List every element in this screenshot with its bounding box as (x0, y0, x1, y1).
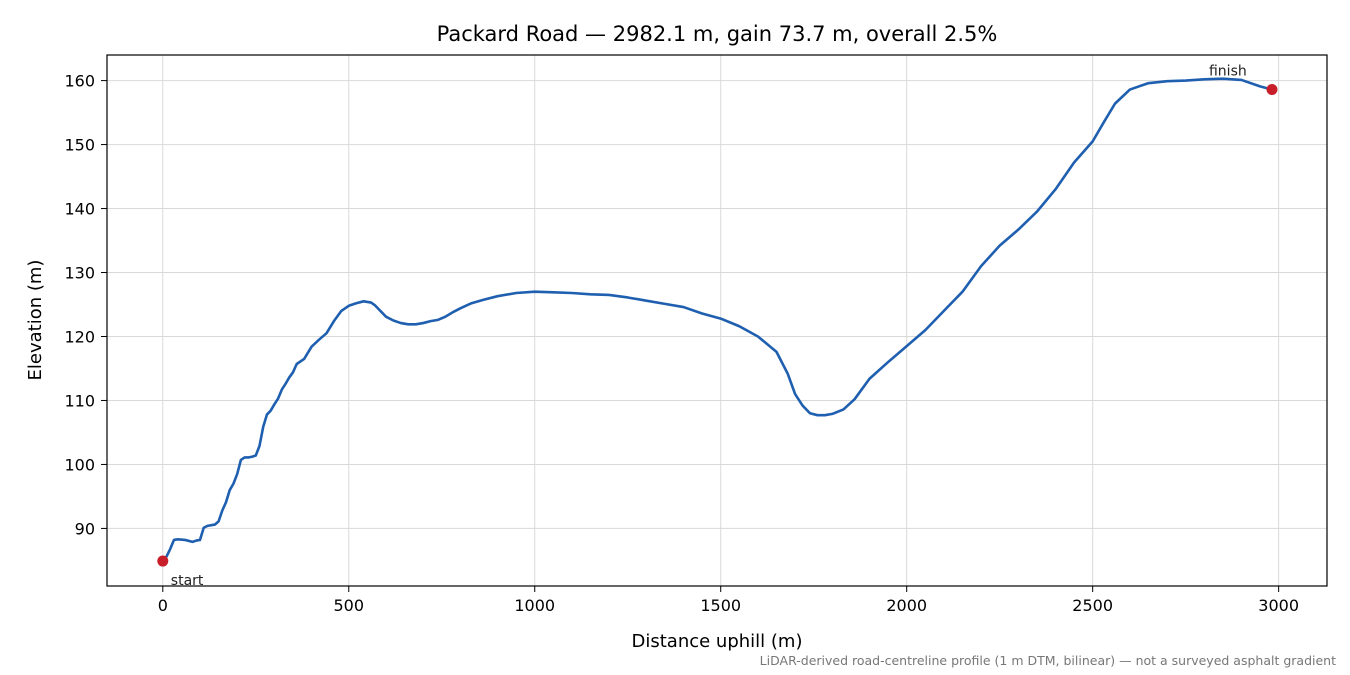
y-ticks: 90 100 110 120 130 140 150 160 (64, 72, 107, 538)
x-tick-label: 1000 (514, 596, 555, 615)
x-tick-label: 2500 (1072, 596, 1113, 615)
y-tick-label: 140 (64, 200, 95, 219)
y-tick-label: 130 (64, 264, 95, 283)
y-tick-label: 120 (64, 327, 95, 346)
x-tick-label: 3000 (1258, 596, 1299, 615)
x-tick-label: 2000 (886, 596, 927, 615)
finish-label: finish (1209, 64, 1247, 80)
elevation-line (161, 77, 1274, 563)
x-axis-label: Distance uphill (m) (632, 631, 803, 652)
x-tick-label: 1500 (700, 596, 741, 615)
y-tick-label: 110 (64, 391, 95, 410)
grid-layer (107, 55, 1327, 586)
footnote: LiDAR-derived road-centreline profile (1… (760, 653, 1336, 668)
start-marker (157, 555, 169, 567)
finish-marker (1266, 84, 1278, 96)
y-axis-label: Elevation (m) (25, 260, 46, 381)
x-tick-label: 0 (158, 596, 168, 615)
y-tick-label: 160 (64, 72, 95, 91)
plot-frame (106, 54, 1328, 587)
x-ticks: 0 500 1000 1500 2000 2500 3000 (158, 586, 1299, 615)
chart-title: Packard Road — 2982.1 m, gain 73.7 m, ov… (437, 22, 998, 46)
y-tick-label: 100 (64, 455, 95, 474)
y-tick-label: 90 (75, 519, 95, 538)
start-label: start (171, 573, 204, 589)
y-tick-label: 150 (64, 136, 95, 155)
x-tick-label: 500 (333, 596, 364, 615)
